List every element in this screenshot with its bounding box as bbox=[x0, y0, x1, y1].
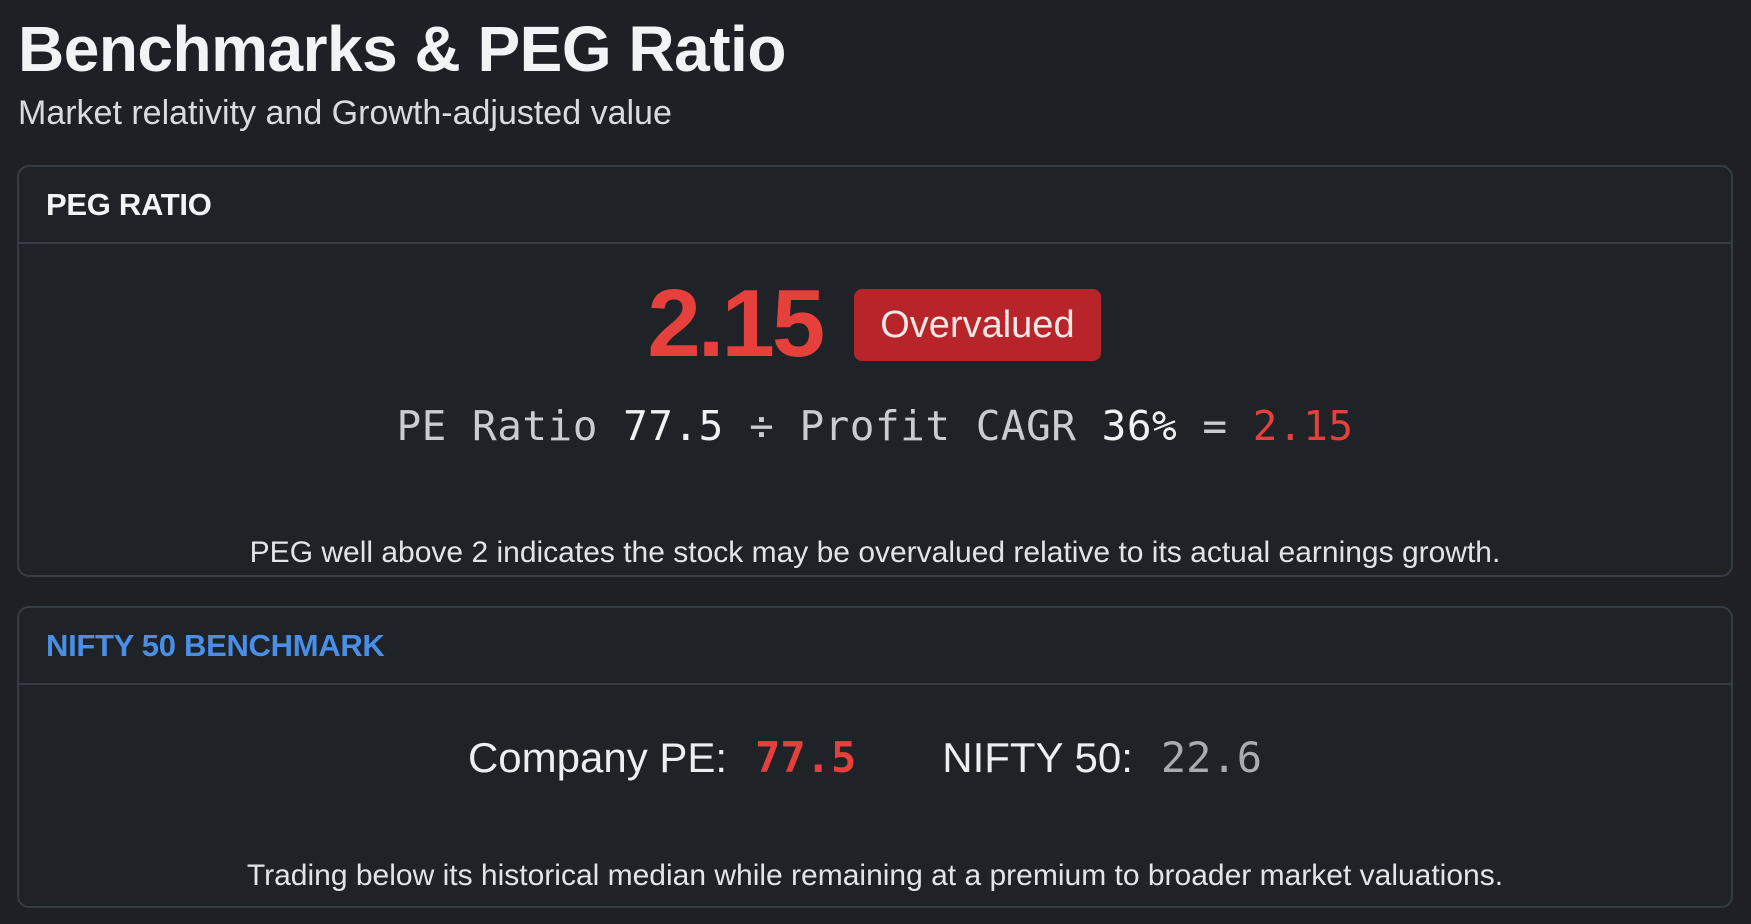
pe-comparison: Company PE: 77.5 NIFTY 50: 22.6 bbox=[19, 733, 1731, 782]
company-pe-value: 77.5 bbox=[755, 733, 857, 782]
peg-formula: PE Ratio 77.5 ÷ Profit CAGR 36% = 2.15 bbox=[19, 402, 1731, 450]
formula-pe-label: PE Ratio bbox=[396, 402, 598, 450]
peg-card-header: PEG RATIO bbox=[19, 167, 1731, 244]
company-pe-metric: Company PE: 77.5 bbox=[468, 733, 856, 782]
formula-growth-label: Profit CAGR bbox=[799, 402, 1077, 450]
peg-ratio-card: PEG RATIO 2.15 Overvalued PE Ratio 77.5 … bbox=[17, 165, 1733, 577]
page-subtitle: Market relativity and Growth-adjusted va… bbox=[18, 94, 672, 132]
formula-result: 2.15 bbox=[1252, 402, 1354, 450]
formula-pe-value: 77.5 bbox=[623, 402, 724, 450]
formula-equals: = bbox=[1202, 402, 1228, 450]
nifty-pe-metric: NIFTY 50: 22.6 bbox=[942, 733, 1262, 782]
nifty-card-header: NIFTY 50 BENCHMARK bbox=[19, 608, 1731, 685]
nifty-benchmark-card: NIFTY 50 BENCHMARK Company PE: 77.5 NIFT… bbox=[17, 606, 1733, 908]
page-title: Benchmarks & PEG Ratio bbox=[18, 13, 786, 85]
peg-note: PEG well above 2 indicates the stock may… bbox=[249, 536, 1501, 569]
peg-summary: 2.15 Overvalued bbox=[19, 274, 1731, 374]
formula-growth-value: 36% bbox=[1101, 402, 1178, 450]
formula-divide-operator: ÷ bbox=[749, 402, 775, 450]
nifty-pe-value: 22.6 bbox=[1160, 733, 1263, 782]
peg-card-title: PEG RATIO bbox=[46, 186, 212, 222]
company-pe-label: Company PE: bbox=[467, 734, 728, 781]
nifty-note: Trading below its historical median whil… bbox=[246, 859, 1504, 892]
nifty-card-title: NIFTY 50 BENCHMARK bbox=[46, 627, 385, 663]
nifty-pe-label: NIFTY 50: bbox=[942, 734, 1133, 781]
peg-value: 2.15 bbox=[647, 270, 825, 377]
status-badge: Overvalued bbox=[854, 289, 1101, 361]
